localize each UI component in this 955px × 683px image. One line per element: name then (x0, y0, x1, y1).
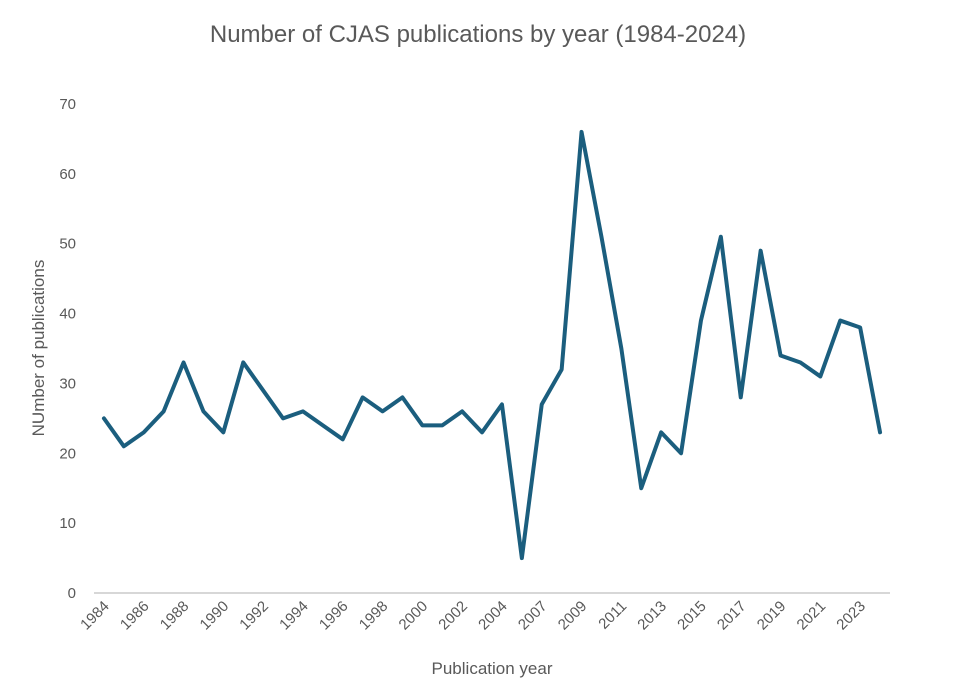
x-axis-title: Publication year (432, 659, 553, 678)
y-tick-label: 20 (59, 445, 76, 462)
x-tick-label: 1990 (197, 598, 233, 634)
x-tick-label: 1984 (77, 598, 113, 634)
y-axis-tick-labels: 0 10 20 30 40 50 60 70 (59, 96, 76, 602)
x-tick-label: 2011 (595, 598, 630, 633)
x-tick-label: 2017 (714, 598, 750, 634)
series-layer (101, 129, 883, 561)
x-tick-label: 2023 (833, 598, 869, 634)
y-tick-label: 50 (59, 236, 76, 253)
x-tick-label: 2004 (475, 598, 511, 634)
x-tick-label: 1998 (356, 598, 392, 634)
x-tick-label: 2021 (794, 598, 830, 634)
y-tick-label: 30 (59, 375, 76, 392)
x-tick-label: 1992 (236, 598, 272, 634)
y-tick-label: 40 (59, 306, 76, 323)
x-tick-label: 2009 (555, 598, 591, 634)
x-tick-label: 2007 (515, 598, 551, 634)
x-tick-label: 1986 (117, 598, 153, 634)
series-line-1 (101, 129, 883, 561)
x-axis-tick-labels: 1984 1986 1988 1990 1992 1994 1996 1998 2000 2002… (77, 598, 869, 634)
x-tick-label: 1996 (316, 598, 352, 634)
y-tick-label: 70 (59, 96, 76, 113)
y-tick-label: 0 (68, 585, 76, 602)
x-tick-label: 2013 (634, 598, 670, 634)
x-tick-label: 2019 (754, 598, 790, 634)
x-tick-label: 2000 (396, 598, 432, 634)
x-tick-label: 2015 (674, 598, 710, 634)
y-tick-label: 10 (59, 515, 76, 532)
y-tick-label: 60 (59, 166, 76, 183)
x-tick-label: 2002 (435, 598, 471, 634)
chart-title: Number of CJAS publications by year (198… (210, 21, 746, 48)
x-tick-label: 1988 (157, 598, 193, 634)
y-axis-title: NUmber of publications (29, 260, 48, 437)
x-tick-label: 1994 (276, 598, 312, 634)
